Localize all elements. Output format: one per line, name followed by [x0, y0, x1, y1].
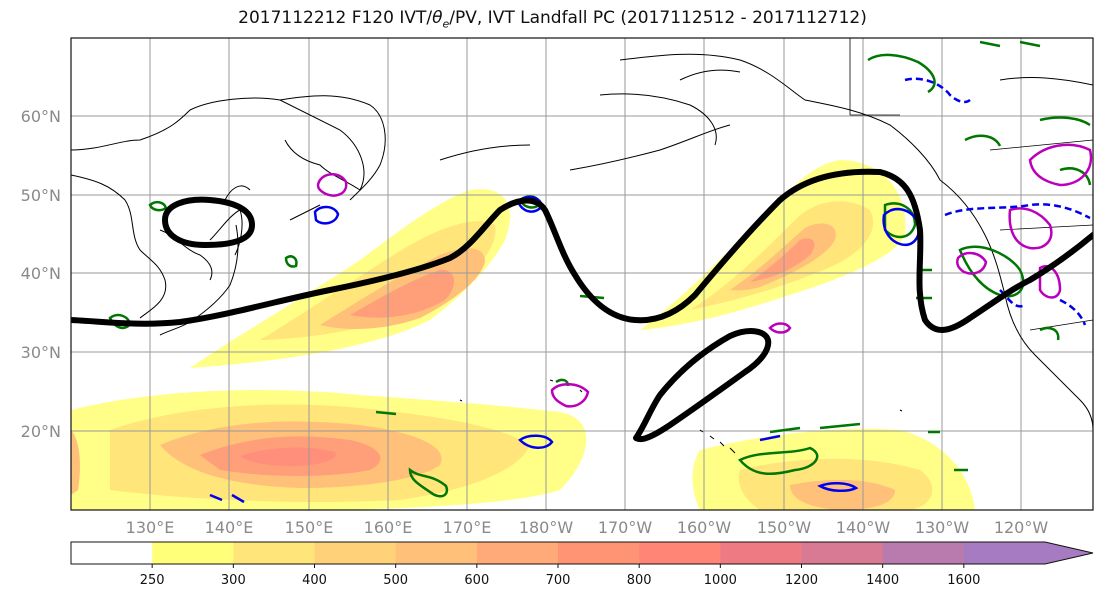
lon-tick: 150°W: [757, 518, 812, 537]
longitude-tick-labels: 130°E 140°E 150°E 160°E 170°E 180°W 170°…: [126, 518, 1049, 537]
lon-tick: 130°E: [126, 518, 175, 537]
title-prefix: 2017112212 F120 IVT/: [238, 8, 433, 28]
colorbar-label: 1400: [866, 573, 899, 588]
colorbar-cell: [720, 542, 802, 564]
colorbar-cell: [639, 542, 721, 564]
lon-tick: 160°W: [677, 518, 732, 537]
colorbar-label: 400: [302, 573, 327, 588]
map-frame: [70, 37, 1094, 511]
ivt-filled-contours: [71, 160, 975, 510]
lat-tick: 40°N: [21, 264, 61, 283]
colorbar-cell: [314, 542, 397, 564]
colorbar-cell: [152, 542, 234, 564]
colorbar-label: 700: [546, 573, 571, 588]
lon-tick: 160°E: [364, 518, 413, 537]
colorbar-cell: [476, 542, 559, 564]
landfall-pc-contours: [71, 168, 1093, 443]
colorbar-label: 500: [383, 573, 408, 588]
colorbar-labels: 250 300 400 500 600 700 800 1000 1200 1400 1600: [140, 573, 981, 588]
colorbar-ticks: [151, 564, 965, 568]
lat-tick: 20°N: [21, 422, 61, 441]
lon-tick: 170°E: [443, 518, 492, 537]
lon-tick: 150°E: [285, 518, 334, 537]
lon-tick: 180°W: [519, 518, 574, 537]
colorbar-extend-arrow: [1045, 542, 1093, 564]
lon-tick: 120°W: [994, 518, 1049, 537]
colorbar-label: 300: [221, 573, 246, 588]
colorbar: 250 300 400 500 600 700 800 1000 1200 1400 1600: [70, 541, 1094, 588]
pv-negative-contours: [209, 77, 1091, 504]
lat-tick: 60°N: [21, 107, 61, 126]
colorbar-label: 1000: [704, 573, 737, 588]
title-theta-subscript: e: [442, 17, 450, 31]
colorbar-label: 250: [140, 573, 165, 588]
colorbar-label: 800: [627, 573, 652, 588]
chart-title: 2017112212 F120 IVT/θe/PV, IVT Landfall …: [0, 8, 1105, 30]
colorbar-cell: [395, 542, 478, 564]
colorbar-cell: [558, 542, 640, 564]
graticule: [71, 38, 1093, 510]
lon-tick: 140°E: [205, 518, 254, 537]
map-panel: [71, 38, 1093, 510]
latitude-tick-labels: 60°N 50°N 40°N 30°N 20°N: [21, 107, 61, 441]
lon-tick: 140°W: [836, 518, 891, 537]
colorbar-label: 600: [464, 573, 489, 588]
lat-tick: 30°N: [21, 343, 61, 362]
colorbar-cell: [882, 542, 965, 564]
colorbar-cell: [801, 542, 884, 564]
coastlines: [71, 38, 1093, 454]
colorbar-frame: [70, 541, 1094, 565]
lat-tick: 50°N: [21, 186, 61, 205]
title-theta: θ: [432, 8, 443, 28]
lon-tick: 170°W: [598, 518, 653, 537]
title-suffix: /PV, IVT Landfall PC (2017112512 - 20171…: [449, 8, 867, 28]
colorbar-label: 1600: [947, 573, 980, 588]
colorbar-cell: [963, 542, 1046, 564]
colorbar-cell: [71, 542, 153, 564]
colorbar-cells: [71, 542, 1093, 564]
colorbar-cell: [233, 542, 315, 564]
theta-e-contours: [108, 40, 1092, 498]
lon-tick: 130°W: [915, 518, 970, 537]
colorbar-label: 1200: [785, 573, 818, 588]
